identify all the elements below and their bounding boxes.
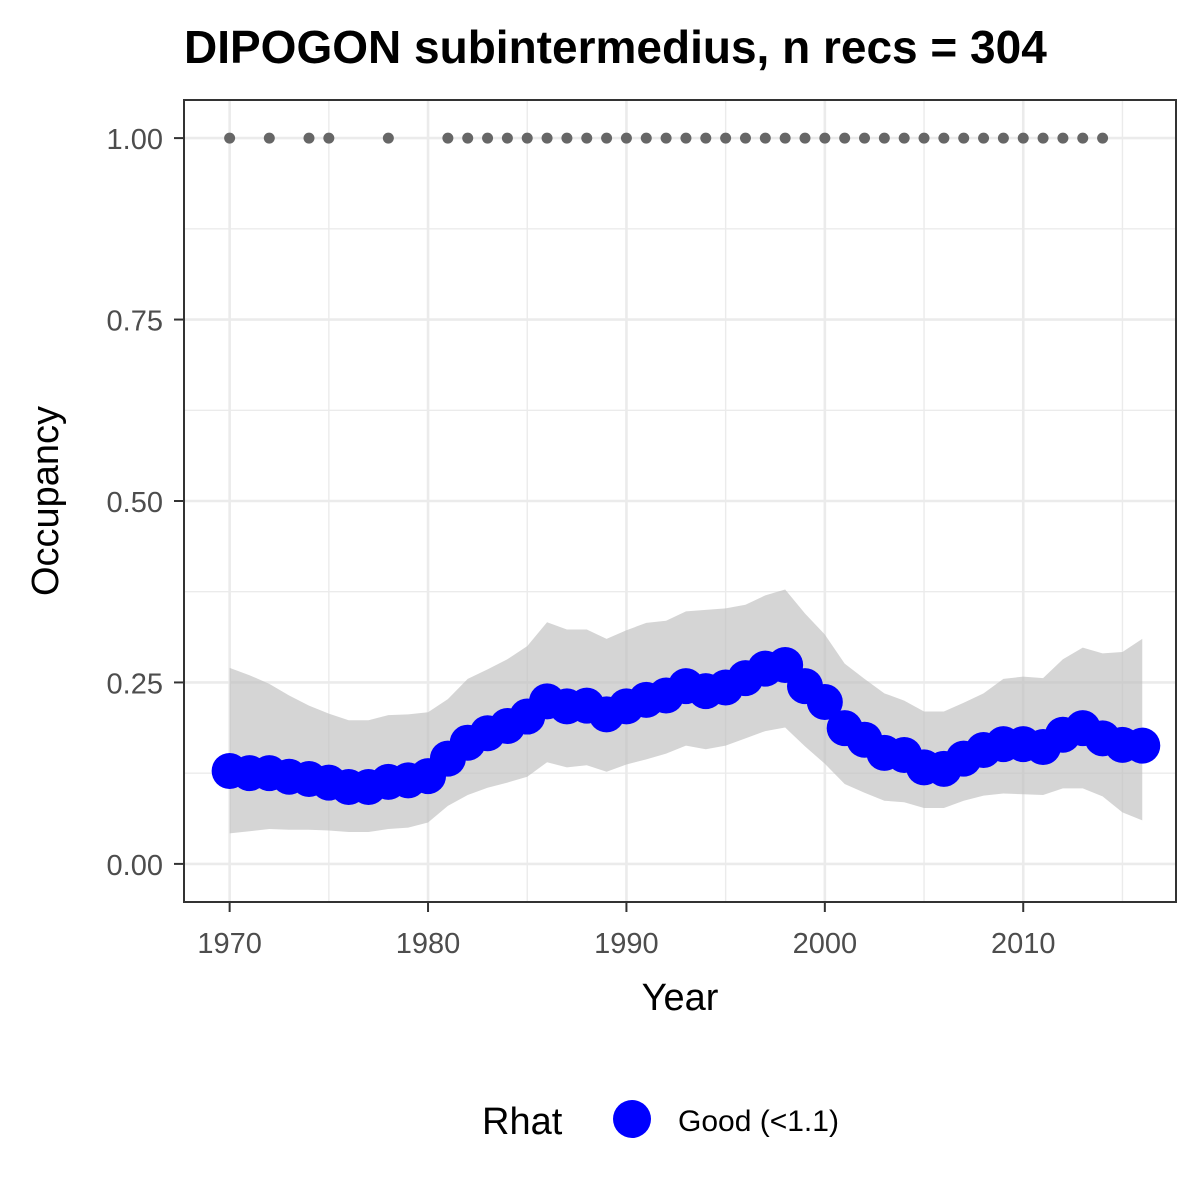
- detection-point-1985: [521, 132, 533, 144]
- detection-point-2000: [819, 132, 831, 144]
- detection-points-layer: [224, 132, 1109, 144]
- y-tick-label: 0.00: [107, 850, 163, 882]
- y-tick-label: 0.25: [107, 668, 163, 700]
- detection-point-2010: [1017, 132, 1029, 144]
- detection-point-1974: [303, 132, 315, 144]
- detection-point-1975: [323, 132, 335, 144]
- detection-point-1995: [720, 132, 732, 144]
- detection-point-1997: [759, 132, 771, 144]
- y-tick-label: 0.50: [107, 487, 163, 519]
- x-tick-label-1990: 1990: [594, 928, 659, 960]
- legend-label-good: Good (<1.1): [678, 1105, 839, 1138]
- detection-point-2008: [978, 132, 990, 144]
- detection-point-2001: [839, 132, 851, 144]
- occupancy-point-2000: [806, 684, 843, 721]
- detection-point-1998: [779, 132, 791, 144]
- detection-point-2006: [938, 132, 950, 144]
- occupancy-point-2016: [1124, 727, 1161, 764]
- x-tick-label-1980: 1980: [396, 928, 461, 960]
- detection-point-2012: [1057, 132, 1069, 144]
- detection-point-1991: [640, 132, 652, 144]
- y-tick-label: 1.00: [107, 124, 163, 156]
- detection-point-1989: [601, 132, 613, 144]
- y-axis-title: Occupancy: [25, 406, 67, 596]
- y-tick-label: 0.75: [107, 306, 163, 338]
- x-axis-title: Year: [642, 977, 719, 1019]
- detection-point-1972: [263, 132, 275, 144]
- detection-point-2014: [1097, 132, 1109, 144]
- x-tick-label-1970: 1970: [197, 928, 262, 960]
- detection-point-1970: [224, 132, 236, 144]
- detection-point-2007: [958, 132, 970, 144]
- detection-point-1986: [541, 132, 553, 144]
- x-tick-label-2010: 2010: [991, 928, 1056, 960]
- detection-point-2009: [997, 132, 1009, 144]
- detection-point-1990: [620, 132, 632, 144]
- y-axis: 0.00 0.25 0.50 0.75 1.00: [107, 124, 184, 882]
- detection-point-1993: [680, 132, 692, 144]
- x-axis: 1970 1980 1990 2000 2010: [197, 902, 1055, 960]
- detection-point-1978: [382, 132, 394, 144]
- detection-point-1994: [700, 132, 712, 144]
- detection-point-1984: [501, 132, 513, 144]
- detection-point-1987: [561, 132, 573, 144]
- detection-point-1996: [739, 132, 751, 144]
- detection-point-1983: [482, 132, 494, 144]
- detection-point-1992: [660, 132, 672, 144]
- detection-point-2013: [1077, 132, 1089, 144]
- detection-point-1999: [799, 132, 811, 144]
- legend-key-good: [613, 1100, 651, 1138]
- occupancy-points-layer: [211, 647, 1161, 805]
- chart-title: DIPOGON subintermedius, n recs = 304: [184, 21, 1047, 73]
- detection-point-2002: [859, 132, 871, 144]
- detection-point-2011: [1037, 132, 1049, 144]
- detection-point-2005: [918, 132, 930, 144]
- legend: Rhat Good (<1.1): [482, 1100, 839, 1143]
- detection-point-1981: [442, 132, 454, 144]
- detection-point-2003: [878, 132, 890, 144]
- x-tick-label-2000: 2000: [793, 928, 858, 960]
- detection-point-1982: [462, 132, 474, 144]
- detection-point-2004: [898, 132, 910, 144]
- detection-point-1988: [581, 132, 593, 144]
- legend-title: Rhat: [482, 1101, 563, 1143]
